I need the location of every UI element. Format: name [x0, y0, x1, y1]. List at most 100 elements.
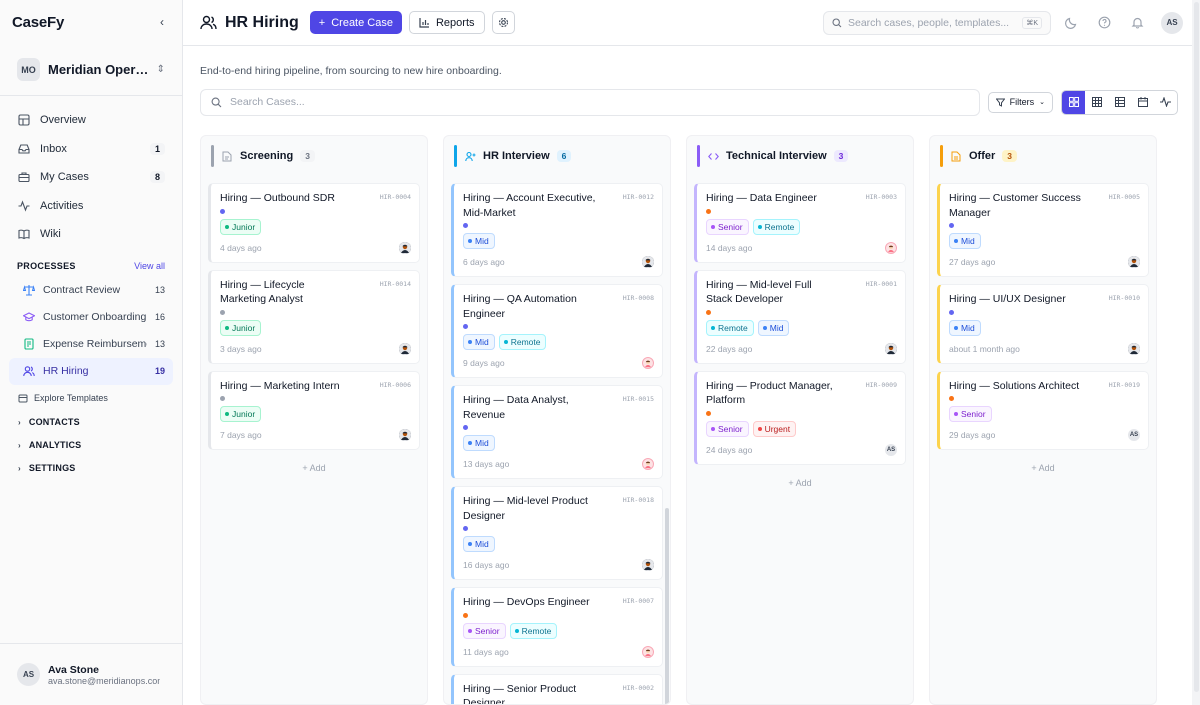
case-footer: 6 days ago	[463, 256, 654, 268]
tag-label: Mid	[769, 322, 784, 333]
case-card[interactable]: Hiring — UI/UX Designer HIR-0010 Mid abo…	[937, 284, 1149, 364]
process-item-customer-onboarding[interactable]: Customer Onboarding 16	[9, 304, 173, 331]
process-item-contract-review[interactable]: Contract Review 13	[9, 277, 173, 304]
column-scrollbar[interactable]	[665, 508, 669, 704]
section-label: ANALYTICS	[28, 440, 82, 450]
tag-dot	[954, 412, 958, 416]
case-card[interactable]: Hiring — Product Manager, Platform HIR-0…	[694, 370, 906, 465]
user-profile[interactable]: AS Ava Stone ava.stone@meridianops.com	[0, 643, 182, 705]
board-view-grid-icon[interactable]	[1062, 90, 1085, 114]
process-item-expense-reimbursement[interactable]: Expense Reimbursement 13	[9, 331, 173, 358]
sidebar-item-wiki[interactable]: Wiki	[9, 220, 173, 249]
sidebar-item-activities[interactable]: Activities	[9, 192, 173, 221]
column-header: Offer 3	[937, 136, 1149, 176]
column-header: Screening 3	[208, 136, 420, 176]
tag-dot	[225, 325, 229, 330]
assignee-avatar	[399, 241, 411, 254]
section-toggle-analytics[interactable]: › ANALYTICS	[0, 434, 182, 457]
view-all-link[interactable]: View all	[134, 260, 165, 271]
user-name: Ava Stone	[48, 663, 99, 676]
tag-dot	[711, 224, 715, 229]
case-card[interactable]: Hiring — Lifecycle Marketing Analyst HIR…	[208, 269, 420, 364]
add-card-button[interactable]: + Add	[208, 463, 420, 473]
column-header: Technical Interview 3	[694, 136, 906, 176]
bell-icon[interactable]	[1124, 11, 1150, 35]
filters-label: Filters	[1009, 97, 1035, 107]
case-title: Hiring — DevOps Engineer	[463, 596, 590, 608]
activity-view-icon[interactable]	[1154, 91, 1177, 114]
create-case-button[interactable]: + Create Case	[309, 11, 402, 34]
create-case-label: Create Case	[331, 16, 393, 29]
tag-senior: Senior	[706, 218, 749, 235]
case-card[interactable]: Hiring — Account Executive, Mid-Market H…	[451, 183, 663, 277]
section-toggle-settings[interactable]: › SETTINGS	[0, 457, 182, 480]
case-footer: 24 days ago AS	[706, 443, 897, 456]
case-card[interactable]: Hiring — Senior Product Designer HIR-000…	[451, 673, 663, 705]
case-card[interactable]: Hiring — Outbound SDR HIR-0004 Junior 4 …	[208, 183, 420, 263]
column-count: 3	[300, 150, 315, 162]
help-icon[interactable]	[1091, 11, 1117, 35]
tag-junior: Junior	[220, 319, 262, 336]
tag-dot	[757, 426, 762, 431]
process-item-hr-hiring[interactable]: HR Hiring 19	[9, 357, 173, 385]
tag-senior: Senior	[706, 420, 749, 437]
case-card[interactable]: Hiring — Customer Success Manager HIR-00…	[937, 183, 1149, 277]
case-id: HIR-0008	[622, 294, 654, 302]
case-id: HIR-0003	[865, 193, 897, 201]
case-card[interactable]: Hiring — Marketing Intern HIR-0006 Junio…	[208, 370, 420, 450]
case-title: Hiring — Mid-level Product Designer	[463, 495, 588, 522]
list-view-icon[interactable]	[1108, 91, 1131, 114]
case-title: Hiring — Customer Success Manager	[949, 192, 1081, 219]
tag-label: Mid	[475, 438, 489, 448]
column-accent-bar	[940, 145, 943, 167]
scale-icon	[23, 284, 35, 296]
assignee-avatar	[885, 241, 897, 254]
case-search-input[interactable]: Search Cases...	[200, 88, 980, 116]
explore-templates-link[interactable]: Explore Templates	[0, 385, 182, 411]
case-card[interactable]: Hiring — Data Analyst, Revenue HIR-0015 …	[451, 385, 663, 479]
grid-icon	[17, 114, 30, 127]
case-tags: Remote Mid	[706, 319, 897, 336]
case-card[interactable]: Hiring — DevOps Engineer HIR-0007 Senior…	[451, 587, 663, 667]
calendar-view-icon[interactable]	[1131, 91, 1154, 114]
collapse-sidebar-icon[interactable]: ‹	[160, 15, 164, 29]
add-card-button[interactable]: + Add	[694, 478, 906, 488]
case-card[interactable]: Hiring — Data Engineer HIR-0003 Senior Re…	[694, 183, 906, 263]
global-search-input[interactable]: Search cases, people, templates... ⌘K	[823, 10, 1051, 35]
sidebar-item-my-cases[interactable]: My Cases 8	[9, 163, 173, 192]
board-column-hr-interview: HR Interview 6 Hiring — Account Executiv…	[443, 135, 671, 705]
assignee-avatar	[642, 256, 654, 268]
tag-label: Junior	[232, 221, 256, 232]
column-count: 3	[1002, 150, 1018, 162]
priority-dot	[706, 410, 711, 416]
tag-dot	[225, 224, 229, 229]
sidebar-item-inbox[interactable]: Inbox 1	[9, 135, 173, 164]
case-tags: Mid	[949, 319, 1140, 336]
tag-label: Junior	[232, 409, 256, 419]
tag-dot	[514, 628, 519, 633]
theme-toggle-moon-icon[interactable]	[1058, 11, 1084, 35]
section-toggle-contacts[interactable]: › CONTACTS	[0, 411, 182, 434]
case-card[interactable]: Hiring — Solutions Architect HIR-0019 Se…	[937, 370, 1149, 450]
section-label: CONTACTS	[28, 417, 80, 427]
reports-button[interactable]: Reports	[408, 11, 485, 34]
case-title: Hiring — Senior Product Designer	[463, 682, 577, 705]
table-view-icon[interactable]	[1085, 91, 1108, 114]
top-bar: HR Hiring + Create Case Reports Search c…	[183, 0, 1200, 46]
sidebar-item-overview[interactable]: Overview	[9, 106, 173, 135]
assignee-avatar: AS	[1128, 429, 1140, 441]
settings-button[interactable]	[491, 11, 515, 34]
case-card[interactable]: Hiring — QA Automation Engineer HIR-0008…	[451, 284, 663, 378]
page-scrollbar[interactable]	[1192, 0, 1200, 705]
case-tags: Mid	[463, 233, 654, 249]
search-icon	[211, 97, 222, 107]
tag-dot	[762, 325, 767, 330]
add-card-button[interactable]: + Add	[937, 463, 1149, 473]
case-card[interactable]: Hiring — Mid-level Full Stack Developer …	[694, 269, 906, 364]
gear-icon	[498, 17, 508, 28]
avatar[interactable]: AS	[1161, 11, 1183, 34]
case-card[interactable]: Hiring — Mid-level Product Designer HIR-…	[451, 486, 663, 580]
org-switcher[interactable]: MO Meridian Operations ⇕	[0, 44, 182, 96]
case-tags: Senior Urgent	[706, 420, 897, 437]
filters-button[interactable]: Filters ⌄	[987, 91, 1053, 113]
